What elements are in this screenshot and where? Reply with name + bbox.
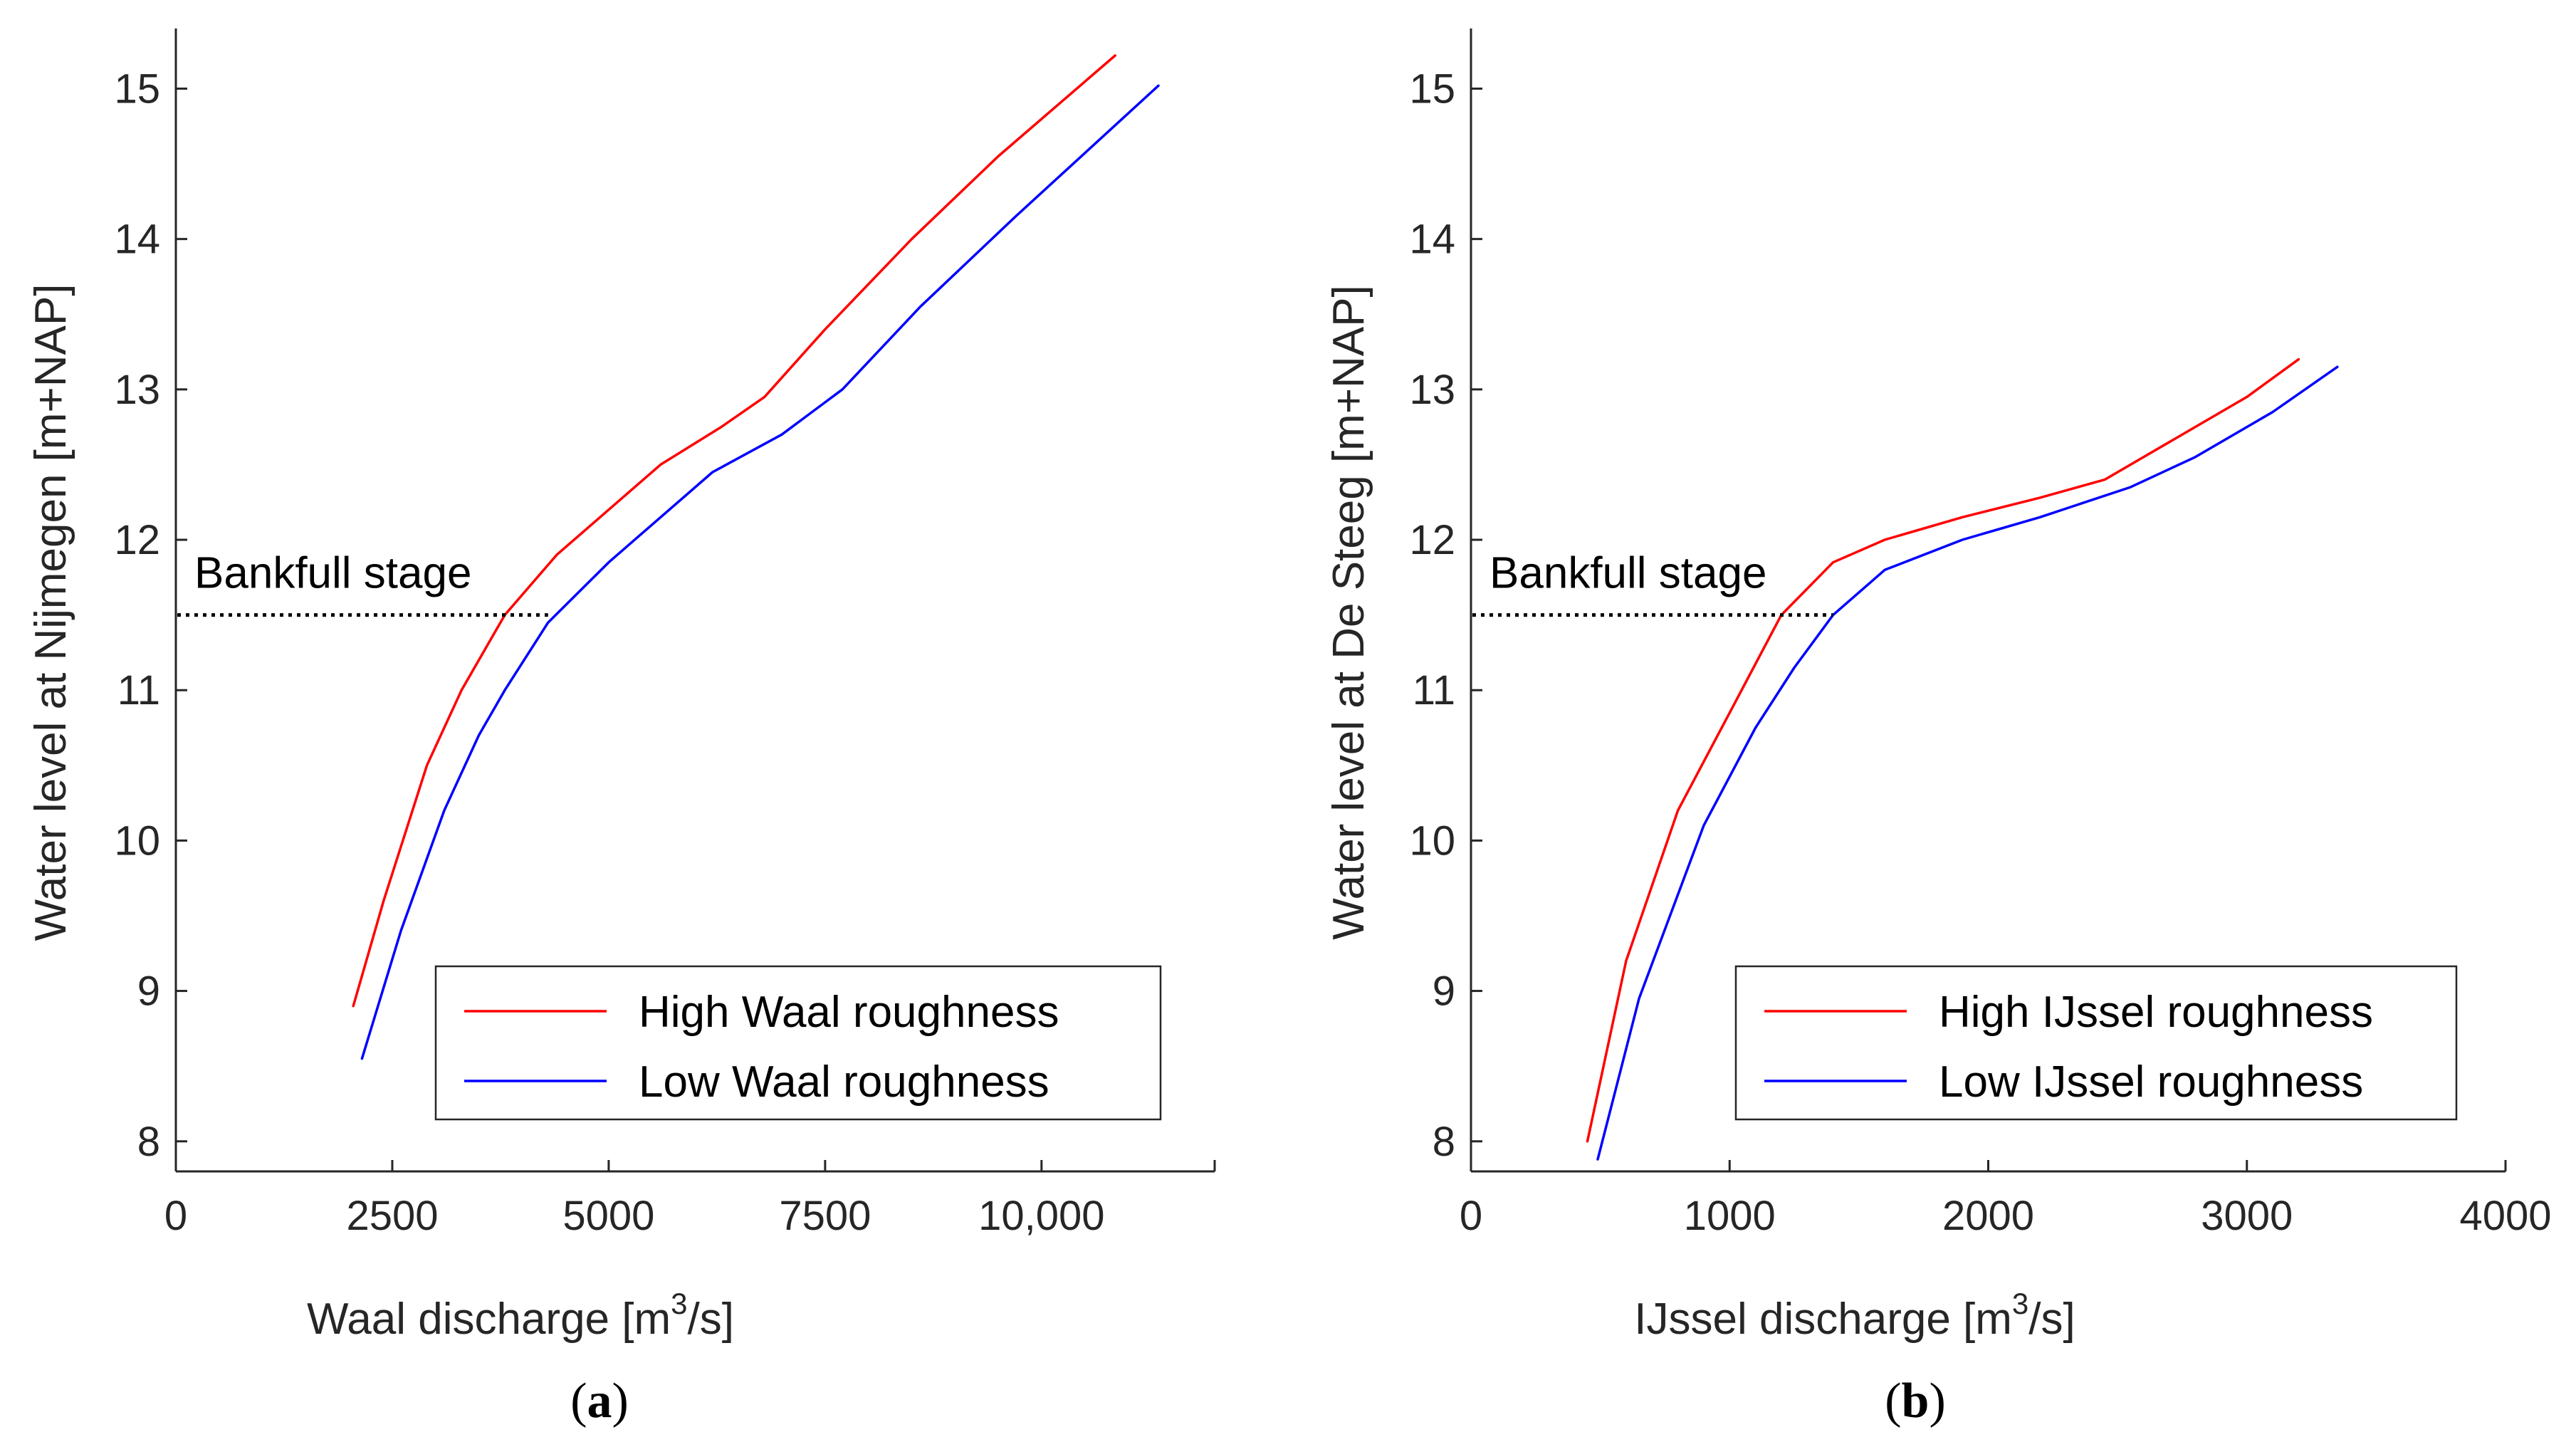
panel-b-y-tick-label: 13 [1409, 367, 1455, 413]
panel-b-legend-label: High IJssel roughness [1939, 988, 2373, 1037]
panel-a-legend-box [434, 965, 1162, 1121]
panel-b-x-tick-label: 0 [1460, 1193, 1482, 1239]
panel-b-series-high-roughness [1586, 357, 2300, 1143]
panel-b-legend-box [1734, 965, 2458, 1121]
panel-b-y-tick-label: 14 [1409, 216, 1455, 263]
panel-a-x-tick-label: 2500 [346, 1193, 438, 1239]
panel-b-series [1586, 357, 2339, 1161]
panel-a-y-tick-label: 8 [137, 1119, 160, 1165]
panel-b-y-tick-label: 10 [1409, 817, 1455, 864]
panel-a-x-axis-title: Waal discharge [m3/s] [307, 1287, 734, 1344]
panel-b-legend: High IJssel roughness Low IJssel roughnes… [1734, 965, 2458, 1121]
panel-b-bankfull-label: Bankfull stage [1489, 549, 1766, 598]
panel-a-y-tick-label: 15 [114, 66, 160, 112]
panel-b-y-axis-title: Water level at De Steeg [m+NAP] [1324, 285, 1373, 939]
panel-b-x-tick-label: 1000 [1684, 1193, 1776, 1239]
panel-a-chart: 0 2500 5000 7500 10,000 8 9 10 11 12 13 14 15 Bankfu… [26, 28, 1216, 1428]
panel-a-bankfull-label: Bankfull stage [194, 549, 471, 598]
panel-b-series-low-roughness [1596, 365, 2339, 1161]
panel-b-chart: 0 1000 2000 3000 4000 8 9 10 11 12 13 14 15 Bankfull… [1324, 28, 2552, 1428]
panel-a-annotation: Bankfull stage [177, 549, 548, 617]
panel-a-y-axis-title: Water level at Nijmegen [m+NAP] [26, 284, 75, 941]
panel-a-label: (a) [570, 1374, 629, 1428]
panel-a-y-tick-label: 14 [114, 216, 160, 263]
panel-b-x-tick-label: 2000 [1942, 1193, 2034, 1239]
panel-a-x-tick-label: 5000 [562, 1193, 654, 1239]
panel-b-x-tick-label: 3000 [2201, 1193, 2293, 1239]
panel-a-y-tick-label: 10 [114, 817, 160, 864]
panel-b-x-tick-label: 4000 [2459, 1193, 2551, 1239]
panel-b-y-tick-label: 11 [1413, 667, 1455, 714]
panel-a-series-high-roughness [352, 54, 1116, 1008]
panel-a-legend-label: High Waal roughness [639, 988, 1059, 1037]
panel-a-x-tick-label: 10,000 [978, 1193, 1104, 1239]
panel-a-y-tick-label: 12 [114, 517, 160, 563]
panel-b-label: (b) [1885, 1374, 1946, 1428]
panel-b-y-tick-label: 9 [1433, 968, 1455, 1015]
panel-b-x-axis-title: IJssel discharge [m3/s] [1634, 1287, 2075, 1344]
panel-a-y-tick-label: 9 [137, 968, 160, 1015]
panel-b-y-tick-label: 8 [1433, 1119, 1455, 1165]
panel-b-annotation: Bankfull stage [1472, 549, 1833, 617]
panel-b-y-tick-label: 15 [1409, 66, 1455, 112]
panel-a-axes: 0 2500 5000 7500 10,000 8 9 10 11 12 13 14 15 [114, 28, 1216, 1239]
panel-b-legend-label: Low IJssel roughness [1939, 1057, 2363, 1107]
panel-a-y-tick-label: 11 [117, 667, 160, 714]
panel-a-series-low-roughness [360, 84, 1160, 1060]
panel-a-y-tick-label: 13 [114, 367, 160, 413]
panel-a-legend: High Waal roughness Low Waal roughness [434, 965, 1162, 1121]
panel-a-legend-label: Low Waal roughness [639, 1057, 1049, 1107]
panel-a-x-tick-label: 0 [164, 1193, 187, 1239]
panel-b-axes: 0 1000 2000 3000 4000 8 9 10 11 12 13 14 15 [1409, 28, 2552, 1239]
panel-b-y-tick-label: 12 [1409, 517, 1455, 563]
panel-a-series [352, 54, 1160, 1060]
panel-a-x-tick-label: 7500 [779, 1193, 871, 1239]
